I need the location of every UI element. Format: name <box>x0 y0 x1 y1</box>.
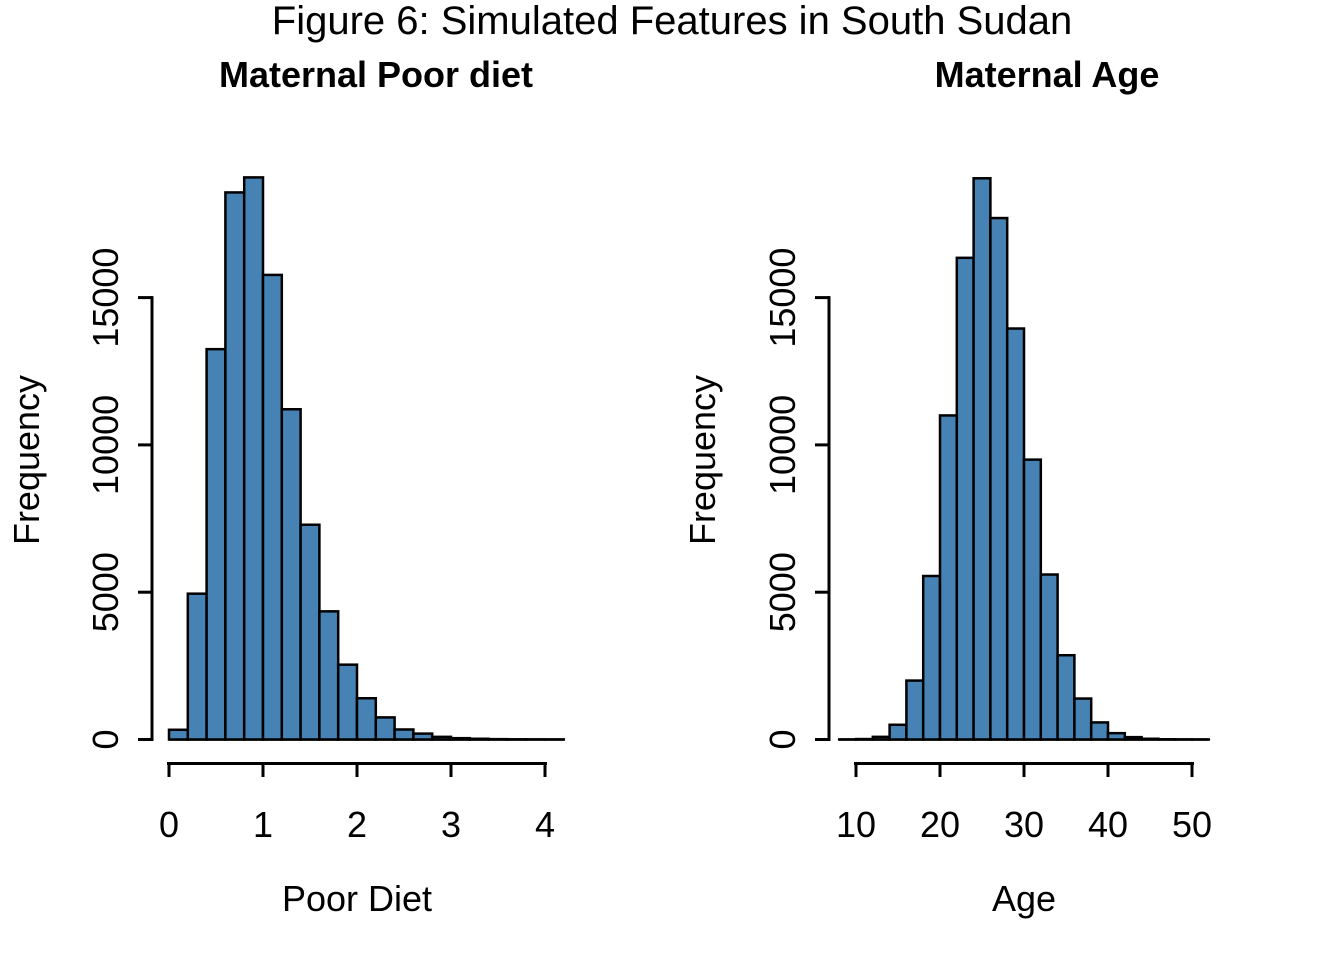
histogram-bar <box>921 574 942 741</box>
x-tick-label: 1 <box>253 804 273 845</box>
histogram-bar <box>1039 573 1059 741</box>
histogram-bar <box>1073 697 1093 741</box>
x-tick-label: 10 <box>836 804 876 845</box>
histogram-bar <box>412 732 434 741</box>
y-tick-label: 0 <box>85 729 126 749</box>
y-tick-label: 10000 <box>762 395 803 495</box>
figure-title: Figure 6: Simulated Features in South Su… <box>271 0 1073 43</box>
histogram-bar <box>242 176 265 741</box>
histogram-bar <box>1022 458 1043 741</box>
histogram-bar <box>1005 327 1026 741</box>
y-tick-label: 5000 <box>85 552 126 632</box>
histogram-bar <box>1123 735 1143 741</box>
histogram-bar <box>1140 737 1160 741</box>
x-tick-label: 30 <box>1004 804 1044 845</box>
histogram-bar <box>1056 653 1076 741</box>
histogram-bar <box>205 347 227 741</box>
y-tick-label: 15000 <box>85 248 126 348</box>
y-tick-label: 15000 <box>762 248 803 348</box>
histogram-bar <box>430 735 453 741</box>
histogram-bar <box>374 716 396 741</box>
histogram-bar <box>955 256 975 741</box>
histogram-bar <box>355 697 378 741</box>
histogram-bar <box>938 414 959 741</box>
x-tick-label: 4 <box>535 804 555 845</box>
histogram-bar <box>871 735 891 741</box>
x-tick-label: 2 <box>347 804 367 845</box>
histogram-bar <box>167 728 190 741</box>
histogram-bar <box>972 177 992 741</box>
x-tick-label: 40 <box>1088 804 1128 845</box>
right-x-axis-label: Age <box>991 878 1057 919</box>
histogram-bar <box>905 679 925 741</box>
histogram-bar <box>1089 721 1110 741</box>
histogram-bar <box>299 523 321 741</box>
histogram-bar <box>336 663 359 741</box>
x-tick-label: 0 <box>159 804 179 845</box>
histogram-bar <box>318 610 340 741</box>
histogram-bar <box>1106 731 1127 741</box>
histogram-bar <box>888 723 908 741</box>
x-tick-label: 50 <box>1172 804 1212 845</box>
y-tick-label: 10000 <box>85 395 126 495</box>
histogram-bar <box>468 737 490 741</box>
histogram-bar <box>261 273 284 741</box>
y-tick-label: 5000 <box>762 552 803 632</box>
histogram-bar <box>224 191 246 741</box>
histogram-bar <box>989 216 1009 741</box>
left-x-axis-label: Poor Diet <box>281 878 433 919</box>
left-plot-title: Maternal Poor diet <box>218 54 534 95</box>
right-plot-title: Maternal Age <box>934 54 1160 95</box>
x-tick-label: 3 <box>441 804 461 845</box>
x-tick-label: 20 <box>920 804 960 845</box>
histogram-bar <box>393 728 415 741</box>
histogram-bar <box>280 408 302 741</box>
y-tick-label: 0 <box>762 729 803 749</box>
histogram-bar <box>449 736 472 741</box>
histogram-bar <box>186 592 208 741</box>
